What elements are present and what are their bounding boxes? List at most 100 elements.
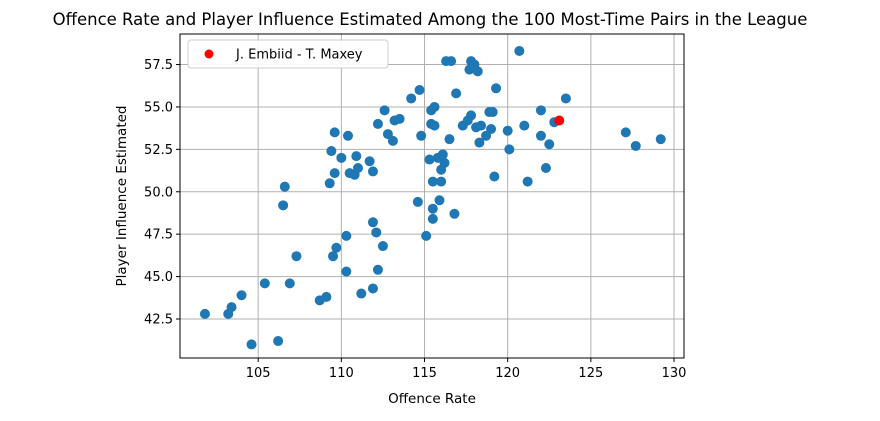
data-point <box>444 134 455 145</box>
chart-title: Offence Rate and Player Influence Estima… <box>53 10 808 29</box>
data-point <box>367 283 378 294</box>
x-tick-label: 110 <box>329 366 354 381</box>
data-point <box>291 251 302 262</box>
data-point <box>487 107 498 118</box>
data-point <box>472 66 483 77</box>
data-point <box>540 163 551 174</box>
data-point <box>424 154 435 165</box>
data-point <box>519 120 530 131</box>
data-point <box>372 264 383 275</box>
data-point <box>491 83 502 94</box>
x-tick-label: 115 <box>412 366 437 381</box>
data-point <box>328 251 339 262</box>
data-point <box>356 288 367 299</box>
data-points <box>199 45 666 350</box>
data-point <box>372 118 383 129</box>
y-tick-label: 42.5 <box>144 312 173 327</box>
y-tick-label: 55.0 <box>144 100 173 115</box>
y-axis-label: Player Influence Estimated <box>114 106 130 287</box>
data-point <box>620 127 631 138</box>
legend-label: J. Embiid - T. Maxey <box>235 48 363 63</box>
data-point <box>326 146 337 157</box>
data-point <box>246 339 257 350</box>
data-point <box>367 217 378 228</box>
data-point <box>331 242 342 253</box>
data-point <box>429 101 440 112</box>
data-point <box>387 135 398 146</box>
plot-frame <box>179 33 685 359</box>
y-tick-label: 57.5 <box>144 58 173 73</box>
data-point <box>502 125 513 136</box>
data-point <box>466 110 477 121</box>
x-axis-label: Offence Rate <box>388 391 476 407</box>
data-point <box>421 230 432 241</box>
data-point <box>341 230 352 241</box>
x-tick-label: 105 <box>246 366 271 381</box>
data-point <box>199 308 210 319</box>
data-point <box>437 149 448 160</box>
data-point <box>522 176 533 187</box>
data-point <box>352 163 363 174</box>
data-point <box>226 302 237 313</box>
data-point <box>414 84 425 95</box>
data-point <box>406 93 417 104</box>
data-point <box>341 266 352 277</box>
x-tick-label: 120 <box>495 366 520 381</box>
data-point <box>336 152 347 163</box>
data-point <box>429 120 440 131</box>
data-point <box>476 120 487 131</box>
data-point <box>394 113 405 124</box>
data-point <box>343 130 353 141</box>
data-point <box>474 137 485 148</box>
data-point <box>279 181 290 192</box>
data-point <box>278 200 289 211</box>
data-point <box>284 278 295 289</box>
data-point <box>377 241 388 252</box>
highlight-point <box>554 115 565 126</box>
data-point <box>446 56 457 67</box>
data-point <box>329 127 340 138</box>
data-point <box>351 151 362 162</box>
data-point <box>379 105 390 116</box>
legend-marker <box>204 49 214 59</box>
data-point <box>321 291 332 302</box>
data-point <box>439 157 450 168</box>
data-point <box>535 130 546 141</box>
data-point <box>364 156 375 167</box>
data-point <box>236 290 247 301</box>
data-point <box>427 203 438 214</box>
data-point <box>367 166 378 177</box>
data-point <box>560 93 571 104</box>
axis-ticks: 105 110 115 120 125 130 42.5 45.0 47.5 50.0 52.5 55… <box>144 58 686 381</box>
data-point <box>259 278 270 289</box>
data-point <box>486 123 497 134</box>
data-point <box>504 144 515 155</box>
data-point <box>630 140 641 151</box>
x-tick-label: 125 <box>578 366 603 381</box>
data-point <box>436 176 447 187</box>
data-point <box>434 195 445 206</box>
data-point <box>451 88 462 99</box>
y-tick-label: 45.0 <box>144 270 173 285</box>
data-point <box>371 227 382 238</box>
data-point <box>449 208 460 219</box>
legend: J. Embiid - T. Maxey <box>187 39 389 69</box>
data-point <box>544 139 555 150</box>
data-point <box>273 336 284 347</box>
data-point <box>412 196 423 207</box>
legend-box <box>187 39 389 69</box>
y-tick-label: 52.5 <box>144 143 173 158</box>
data-point <box>416 130 427 141</box>
data-point <box>427 213 438 224</box>
data-point <box>329 168 340 179</box>
data-point <box>489 171 500 182</box>
data-point <box>514 45 525 56</box>
y-tick-label: 50.0 <box>144 185 173 200</box>
data-point <box>324 178 335 189</box>
grid-lines <box>180 34 684 358</box>
y-tick-label: 47.5 <box>144 228 173 243</box>
x-tick-label: 130 <box>662 366 687 381</box>
data-point <box>655 134 666 145</box>
data-point <box>427 176 438 187</box>
